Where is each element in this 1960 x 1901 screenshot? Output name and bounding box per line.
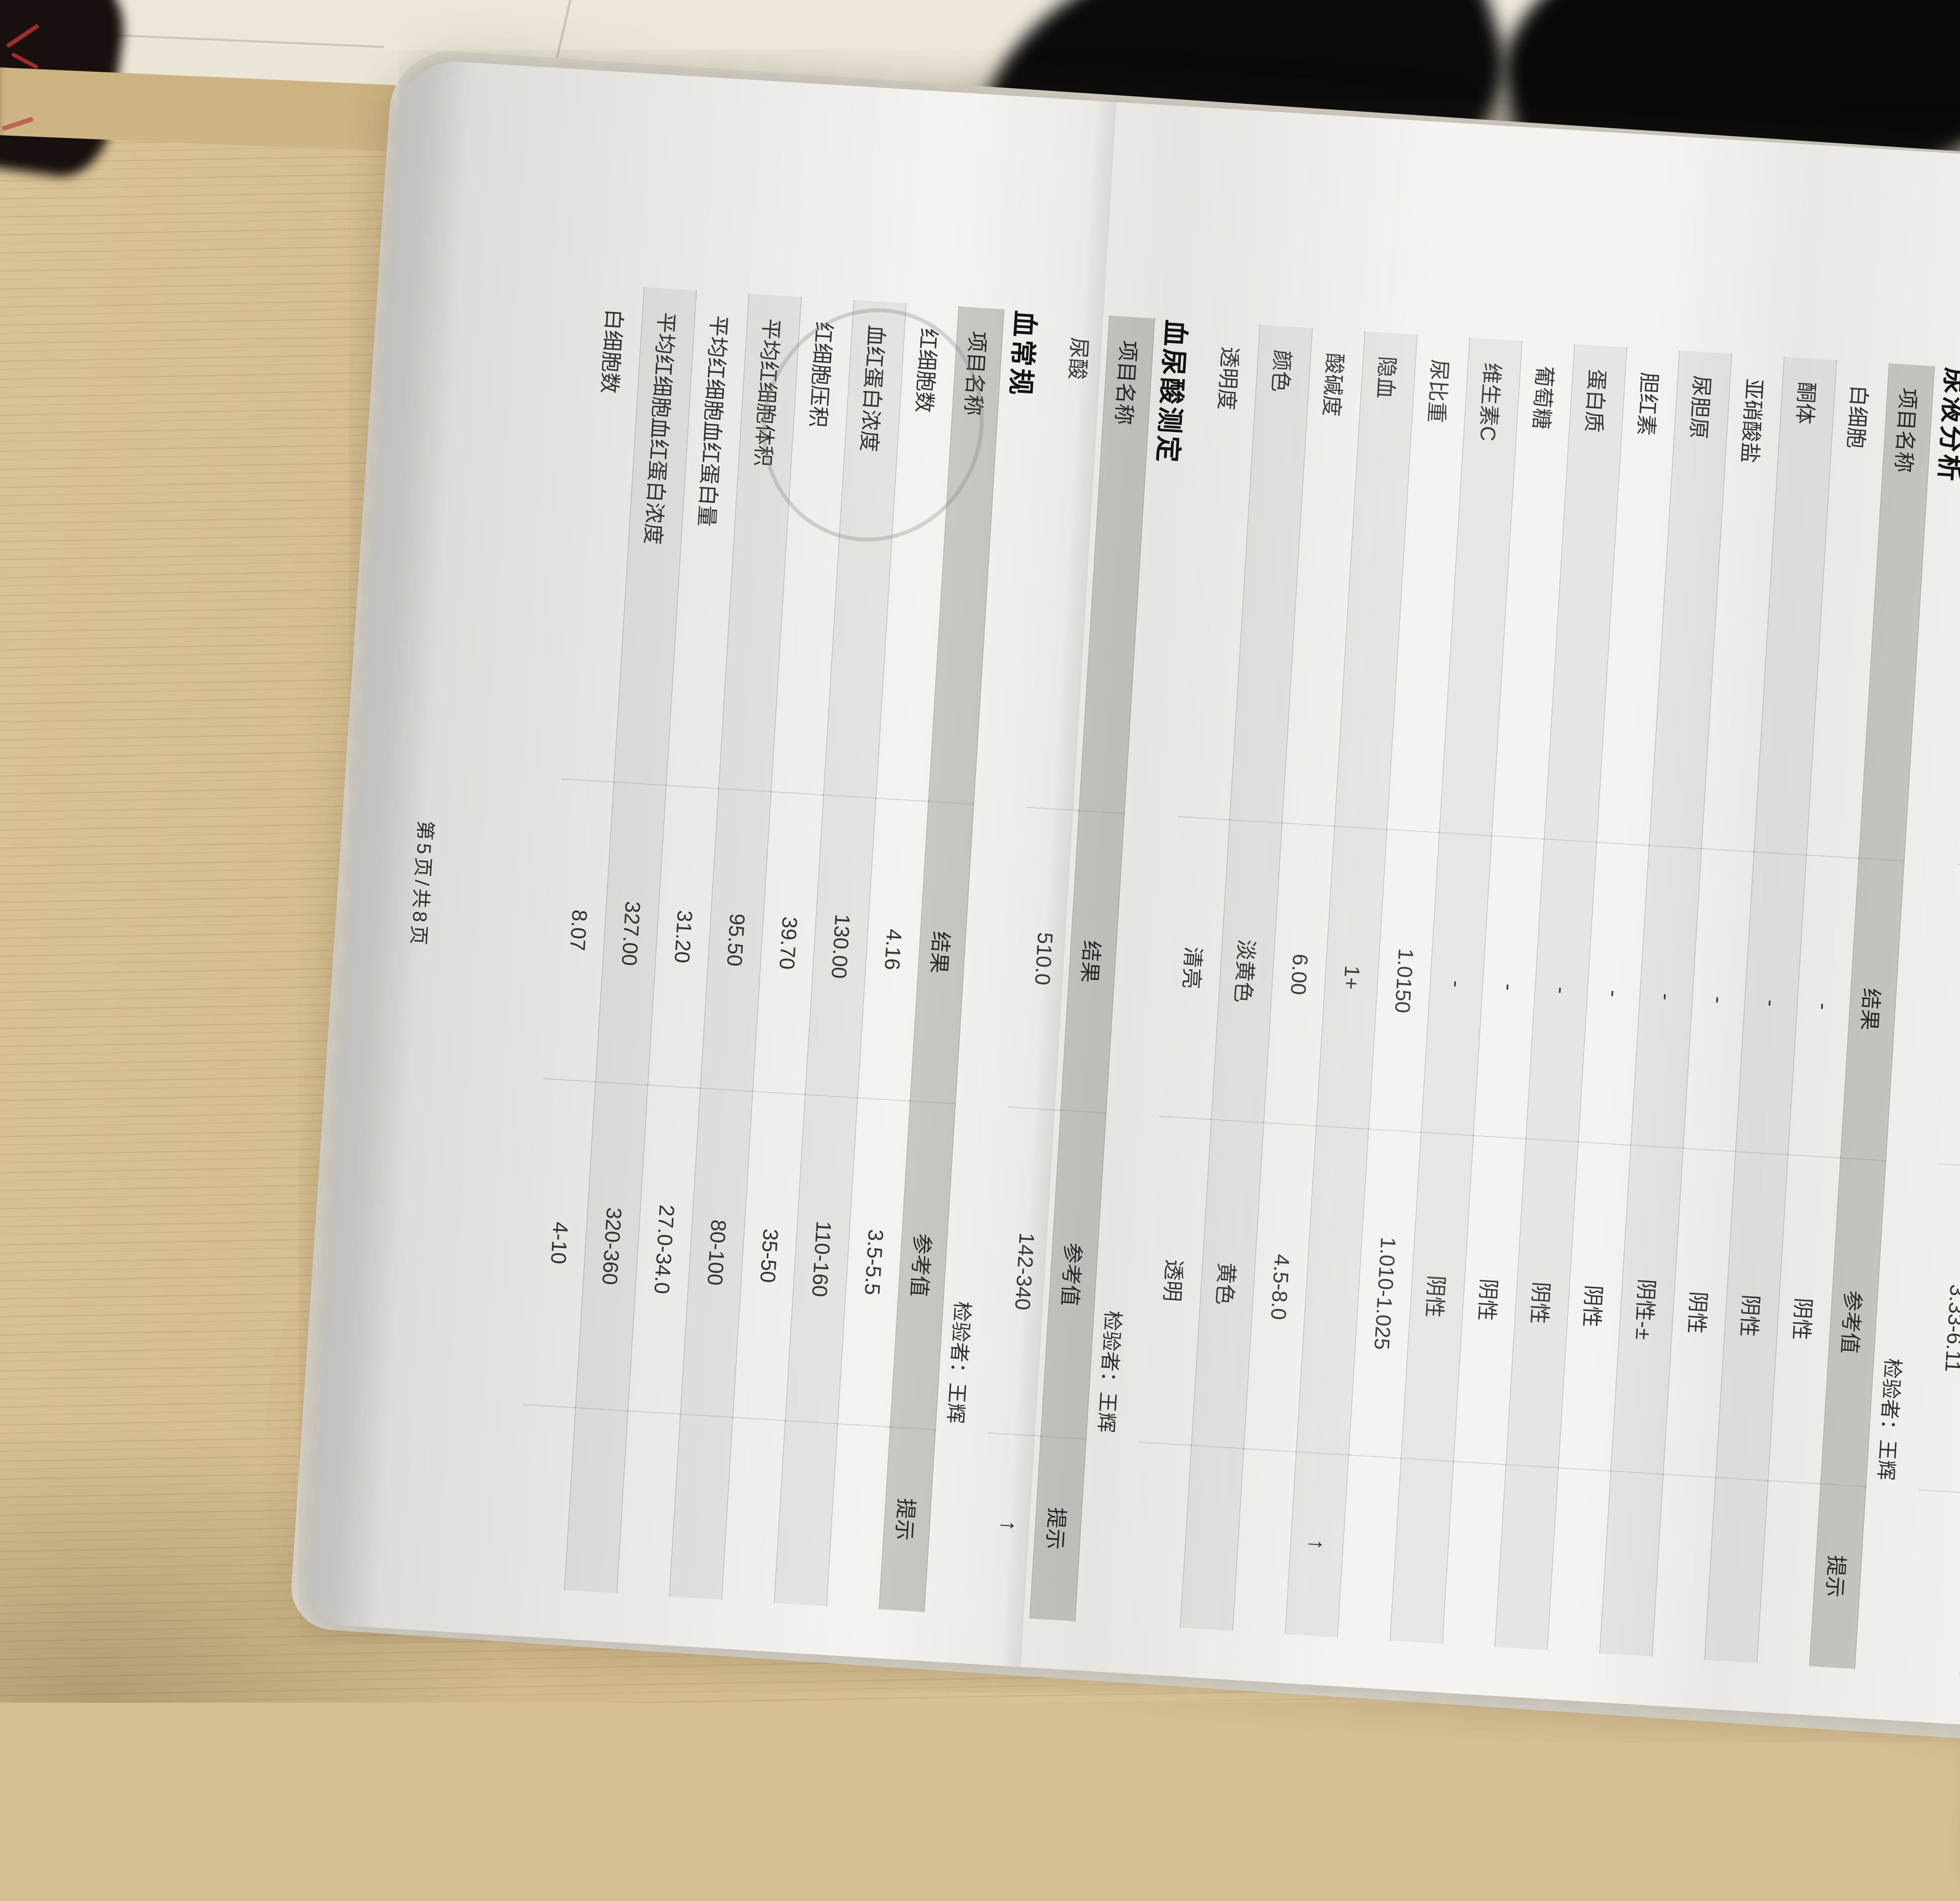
hint-cell xyxy=(512,1404,576,1590)
page-number: 第5页/共8页 xyxy=(407,820,437,949)
section-title: 尿液分析 xyxy=(1933,366,1960,484)
section-examiner: 检验者：王辉 xyxy=(1094,1310,1124,1433)
hint-cell xyxy=(617,1411,681,1596)
report-page: 体检结果 Check Result 编号：2310230011 姓名：刘茂琴 项… xyxy=(305,58,1960,1737)
hint-cell xyxy=(1338,1455,1401,1641)
section-examiner: 检验者：王辉 xyxy=(1874,1357,1904,1481)
hint-cell xyxy=(774,1420,838,1606)
results-table: 项目名称 结果 参考值 提示 白细胞 - 阴性 酮体 - 阴性 亚硝酸盐 - 阴性 尿胆原 - 阴性-± 胆红素… xyxy=(1128,321,1935,1669)
hint-cell xyxy=(1599,1471,1664,1657)
hint-cell xyxy=(1390,1458,1454,1644)
hint-cell xyxy=(669,1414,733,1600)
report-section: 尿液分析检验者：王辉 项目名称 结果 参考值 提示 白细胞 - 阴性 酮体 - 阴性 亚硝酸盐 - 阴性尿… xyxy=(1128,238,1960,1669)
hint-cell: ↑ xyxy=(1285,1451,1349,1638)
hint-cell xyxy=(1652,1474,1716,1660)
hint-cell xyxy=(1180,1445,1244,1631)
hint-cell xyxy=(1704,1477,1768,1663)
sections: 项目名称结果参考值提示葡萄糖4.883.33-6.11尿液分析检验者：王辉项目名… xyxy=(512,200,1960,1676)
hint-cell xyxy=(1757,1480,1821,1666)
hint-cell xyxy=(1128,1442,1192,1628)
section-title: 血常规 xyxy=(1005,309,1040,399)
report-content: 体检结果 Check Result 编号：2310230011 姓名：刘茂琴 项… xyxy=(305,58,1960,1737)
hint-cell xyxy=(1908,1489,1960,1676)
section-examiner: 检验者：王辉 xyxy=(943,1301,974,1424)
section-title: 血尿酸测定 xyxy=(1152,319,1191,466)
hint-cell xyxy=(721,1417,786,1603)
hint-cell xyxy=(1495,1464,1559,1650)
hint-cell xyxy=(826,1424,890,1609)
hint-cell xyxy=(564,1408,628,1593)
hint-cell xyxy=(1442,1461,1506,1647)
hint-cell xyxy=(1232,1448,1296,1634)
hint-cell xyxy=(1547,1467,1611,1654)
